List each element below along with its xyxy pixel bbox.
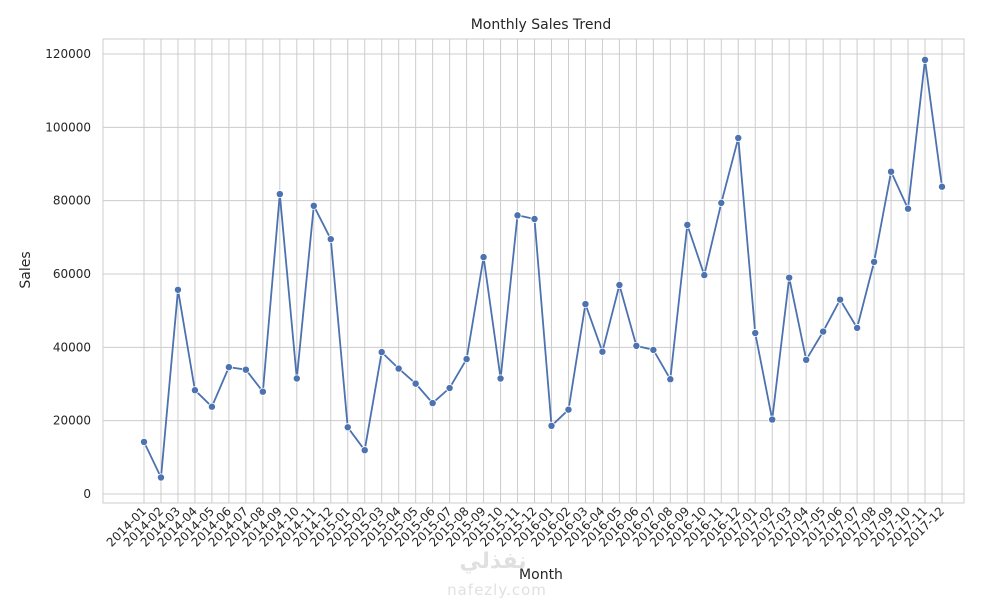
data-point [751, 329, 760, 338]
data-point [717, 198, 726, 207]
data-point [428, 399, 437, 408]
data-point [224, 363, 233, 372]
y-tick-label: 80000 [53, 194, 91, 208]
watermark-logo-text: نفذلي [459, 549, 526, 574]
data-point [836, 295, 845, 304]
data-point [683, 220, 692, 229]
data-point [496, 374, 505, 383]
data-point [615, 280, 624, 289]
data-point [530, 214, 539, 223]
y-tick-label: 60000 [53, 267, 91, 281]
data-point [139, 437, 148, 446]
chart-title: Monthly Sales Trend [471, 17, 612, 33]
y-axis-label: Sales [18, 251, 34, 288]
data-point [258, 387, 267, 396]
data-point [802, 355, 811, 364]
data-point [173, 285, 182, 294]
data-point [700, 271, 709, 280]
y-tick-label: 120000 [45, 47, 91, 61]
data-point [819, 327, 828, 336]
y-tick-label: 40000 [53, 340, 91, 354]
data-point [292, 374, 301, 383]
data-point [207, 402, 216, 411]
data-point [360, 446, 369, 455]
data-point [462, 355, 471, 364]
data-point [870, 257, 879, 266]
data-point [853, 323, 862, 332]
y-tick-labels: 0 20000 40000 60000 80000 100000 120000 [45, 47, 91, 501]
y-tick-label: 20000 [53, 414, 91, 428]
y-tick-label: 0 [83, 487, 91, 501]
data-point [479, 253, 488, 262]
data-point [564, 405, 573, 414]
data-point [581, 300, 590, 309]
series-line [143, 59, 943, 479]
data-point [241, 365, 250, 374]
watermark: نفذلي nafezly.com [447, 549, 547, 599]
data-point [547, 421, 556, 430]
data-point [326, 235, 335, 244]
data-point [275, 190, 284, 199]
x-axis-label: Month [519, 567, 563, 583]
data-point [394, 364, 403, 373]
y-tick-label: 100000 [45, 120, 91, 134]
data-point [734, 133, 743, 142]
data-point [904, 204, 913, 213]
data-point [513, 211, 522, 220]
data-point [156, 473, 165, 482]
data-point [666, 375, 675, 384]
data-point [445, 384, 454, 393]
data-point [938, 182, 947, 191]
data-point [649, 345, 658, 354]
data-point [309, 201, 318, 210]
data-point [377, 348, 386, 357]
data-point [598, 347, 607, 356]
series-sales [139, 55, 947, 482]
data-point [632, 341, 641, 350]
grid-lines [103, 39, 964, 503]
data-point [921, 55, 930, 64]
data-point [887, 167, 896, 176]
data-point [411, 379, 420, 388]
data-point [190, 386, 199, 395]
data-point [343, 423, 352, 432]
data-point [768, 415, 777, 424]
plot-frame [102, 38, 965, 504]
x-tick-labels: 2014-012014-022014-032014-042014-052014-… [104, 504, 947, 549]
data-point [785, 273, 794, 282]
watermark-url: nafezly.com [447, 581, 547, 599]
